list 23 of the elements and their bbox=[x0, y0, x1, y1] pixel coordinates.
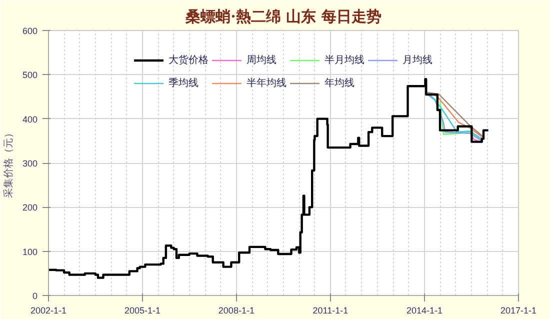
x-tick-label: 2011-1-1 bbox=[312, 306, 348, 316]
legend-label: 月均线 bbox=[402, 54, 432, 67]
y-tick-label: 600 bbox=[22, 26, 38, 36]
x-tick-label: 2014-1-1 bbox=[406, 306, 442, 316]
y-tick-label: 300 bbox=[22, 158, 38, 168]
y-axis-title: 采集价格（元） bbox=[2, 128, 14, 198]
legend-label: 大货价格 bbox=[168, 54, 208, 67]
legend-label: 年均线 bbox=[324, 76, 354, 90]
legend-label: 周均线 bbox=[246, 54, 276, 67]
x-tick-label: 2017-1-1 bbox=[500, 306, 537, 316]
y-tick-label: 500 bbox=[22, 70, 38, 80]
legend-label: 季均线 bbox=[168, 76, 198, 90]
y-tick-label: 200 bbox=[22, 202, 38, 213]
legend-label: 半月均线 bbox=[324, 54, 364, 67]
y-tick-label: 400 bbox=[22, 114, 38, 124]
y-tick-label: 100 bbox=[22, 246, 38, 257]
y-tick-label: 0 bbox=[32, 291, 38, 301]
x-tick-label: 2002-1-1 bbox=[30, 306, 67, 316]
x-tick-label: 2008-1-1 bbox=[218, 306, 254, 316]
x-tick-label: 2005-1-1 bbox=[124, 306, 161, 316]
legend-label: 半年均线 bbox=[246, 76, 286, 90]
chart-title: 桑螵蛸·熱二绵 山东 每日走势 bbox=[184, 8, 382, 26]
line-series bbox=[439, 100, 483, 142]
